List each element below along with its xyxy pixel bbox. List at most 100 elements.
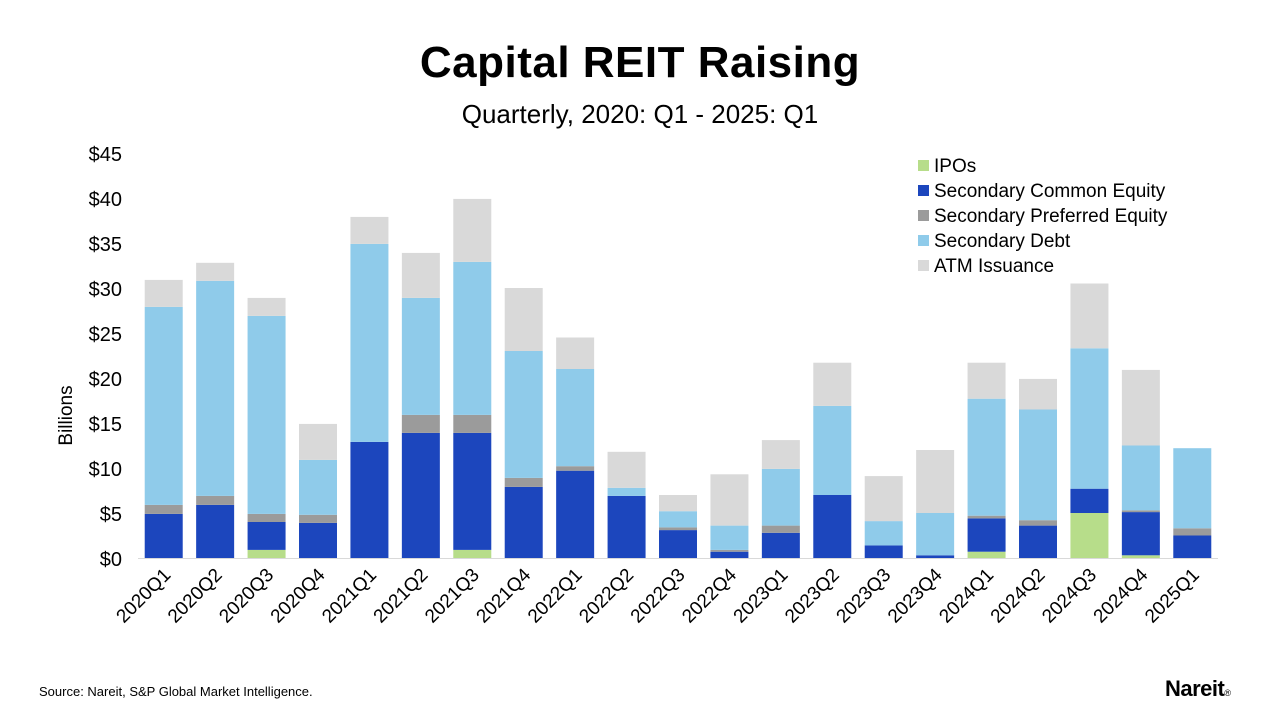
bar-segment	[1173, 535, 1212, 558]
bar-segment	[659, 511, 697, 528]
bar-segment	[401, 297, 440, 415]
bar-segment	[504, 351, 543, 478]
legend-swatch	[918, 185, 929, 196]
x-tick-label: 2025Q1	[1141, 565, 1204, 628]
bar-segment	[1019, 378, 1057, 410]
bar-segment	[299, 459, 337, 515]
bar-segment	[196, 504, 235, 558]
bar-segment	[350, 243, 389, 442]
bar-segment	[299, 514, 337, 523]
bar-segment	[144, 513, 183, 558]
legend-swatch	[918, 160, 929, 171]
bar-segment	[1070, 488, 1109, 513]
bar-segment	[504, 288, 543, 351]
y-tick-label: $15	[89, 414, 122, 436]
y-axis-label: Billions	[56, 385, 77, 445]
bar-segment	[916, 555, 955, 558]
bar-segment	[1019, 520, 1057, 526]
bar-segment	[761, 532, 800, 558]
bar-segment	[659, 530, 697, 558]
x-tick-label: 2022Q1	[524, 565, 587, 628]
bar-segment	[556, 337, 595, 369]
y-tick-label: $10	[89, 459, 122, 481]
bar-segment	[813, 495, 852, 558]
x-tick-label: 2022Q2	[575, 565, 638, 628]
bar-segment	[299, 522, 337, 558]
x-tick-label: 2024Q2	[987, 565, 1050, 628]
bar-segment	[196, 262, 235, 281]
bar-segment	[761, 525, 800, 533]
x-tick-label: 2023Q4	[884, 564, 947, 627]
bar-segment	[864, 545, 903, 558]
bar-segment	[247, 549, 286, 558]
bar-segment	[1121, 512, 1160, 556]
x-tick-label: 2023Q1	[730, 565, 793, 628]
bar-segment	[453, 261, 492, 415]
bar-segment	[453, 432, 492, 550]
bar-segment	[967, 398, 1006, 516]
bar-segment	[916, 513, 955, 556]
bar-segment	[144, 504, 183, 514]
bar-segment	[813, 405, 852, 495]
bar-segment	[710, 474, 749, 526]
bar-segment	[710, 525, 749, 550]
bars-layer	[144, 198, 1212, 558]
bar-segment	[144, 306, 183, 505]
bar-segment	[556, 470, 595, 558]
y-tick-label: $0	[100, 549, 122, 571]
bar-segment	[504, 486, 543, 558]
x-tick-label: 2021Q3	[421, 565, 484, 628]
bar-segment	[453, 198, 492, 262]
y-tick-label: $25	[89, 324, 122, 346]
bar-segment	[247, 297, 286, 316]
bar-segment	[453, 414, 492, 433]
bar-segment	[1070, 513, 1109, 558]
bar-segment	[144, 279, 183, 307]
x-tick-label: 2024Q4	[1090, 564, 1153, 627]
x-tick-label: 2022Q4	[678, 564, 741, 627]
bar-segment	[1070, 283, 1109, 349]
legend-swatch	[918, 260, 929, 271]
bar-segment	[1173, 448, 1212, 529]
y-tick-label: $5	[100, 504, 122, 526]
bar-segment	[401, 252, 440, 298]
chart-subtitle: Quarterly, 2020: Q1 - 2025: Q1	[461, 99, 819, 129]
legend-label: IPOs	[934, 156, 976, 177]
bar-segment	[556, 466, 595, 471]
legend-label: Secondary Debt	[934, 231, 1071, 252]
bar-segment	[504, 477, 543, 487]
bar-segment	[556, 369, 595, 467]
y-tick-label: $30	[89, 279, 122, 301]
x-tick-label: 2023Q3	[833, 565, 896, 628]
bar-segment	[967, 515, 1006, 519]
bar-segment	[247, 315, 286, 514]
bar-segment	[401, 432, 440, 558]
x-tick-label: 2021Q4	[473, 564, 536, 627]
source-note: Source: Nareit, S&P Global Market Intell…	[39, 684, 313, 699]
bar-segment	[710, 551, 749, 558]
bar-segment	[1121, 555, 1160, 558]
bar-segment	[247, 522, 286, 550]
bar-segment	[1173, 528, 1212, 536]
bar-segment	[196, 280, 235, 496]
bar-segment	[350, 216, 389, 244]
bar-segment	[659, 495, 697, 512]
bar-segment	[1019, 409, 1057, 521]
x-tick-label: 2023Q2	[781, 565, 844, 628]
legend-swatch	[918, 235, 929, 246]
brand-registered-mark: ®	[1224, 688, 1231, 698]
bar-segment	[1070, 348, 1109, 489]
bar-segment	[607, 487, 646, 496]
legend: IPOs Secondary Common Equity Secondary Pre…	[918, 156, 1168, 277]
bar-segment	[401, 414, 440, 433]
chart-title: Capital REIT Raising	[419, 38, 861, 87]
bar-segment	[710, 549, 749, 552]
brand-name: Nareit	[1165, 676, 1225, 701]
y-tick-label: $45	[89, 144, 122, 166]
bar-segment	[453, 549, 492, 558]
x-tick-label: 2020Q3	[215, 565, 278, 628]
x-tick-label: 2020Q2	[164, 565, 227, 628]
bar-segment	[916, 450, 955, 513]
bar-segment	[196, 495, 235, 505]
